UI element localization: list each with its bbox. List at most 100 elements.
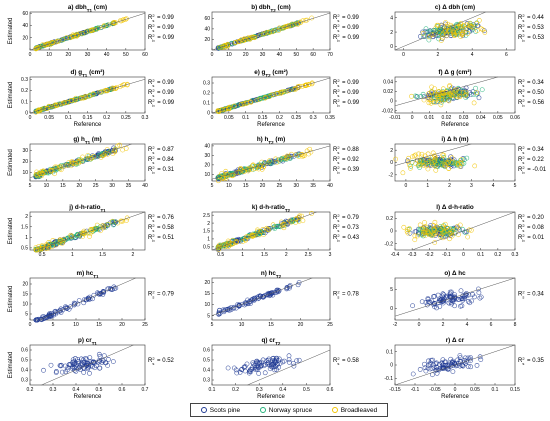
x-tick-label: 2	[448, 183, 451, 189]
plot-frame	[394, 277, 516, 321]
data-point-norway-spruce	[428, 29, 434, 34]
data-point-broadleaved	[37, 171, 43, 176]
data-point-broadleaved	[101, 152, 107, 158]
data-point-broadleaved	[454, 94, 460, 100]
data-point-broadleaved	[250, 232, 255, 238]
data-point-scots-pine	[233, 305, 239, 311]
data-point-broadleaved	[117, 84, 123, 90]
y-tick-label: 1	[25, 235, 28, 241]
data-point-broadleaved	[457, 89, 463, 95]
y-tick-label: 2.5	[203, 213, 210, 219]
data-point-broadleaved	[438, 234, 443, 239]
data-point-broadleaved	[293, 86, 298, 91]
data-point-broadleaved	[294, 20, 300, 26]
data-point-scots-pine	[294, 358, 300, 364]
data-point-broadleaved	[248, 165, 254, 171]
x-tick-label: 2.5	[305, 252, 312, 258]
y-tick-label: 0	[25, 111, 28, 117]
data-point-scots-pine	[72, 361, 77, 367]
data-point-broadleaved	[469, 24, 474, 29]
data-point-broadleaved	[420, 159, 426, 165]
data-point-scots-pine	[65, 365, 71, 370]
data-point-broadleaved	[225, 238, 231, 244]
data-point-broadleaved	[454, 24, 460, 30]
data-point-broadleaved	[56, 38, 61, 44]
data-point-norway-spruce	[260, 95, 265, 101]
x-tick-label: 0.5	[303, 387, 310, 393]
x-tick-label: 0.3	[512, 252, 519, 258]
y-axis-label: Estimated	[8, 352, 14, 379]
data-point-broadleaved	[418, 162, 424, 168]
x-tick-label: 0.1	[477, 252, 484, 258]
r-squared-label: R2 s = 0.79	[333, 213, 360, 223]
data-point-scots-pine	[440, 291, 446, 297]
data-point-broadleaved	[43, 170, 49, 176]
panel-e: e) gT2 (cm²) 0 0.05 0.1 0.15 0.2 0.25 0.3 0.35 0 0…	[203, 69, 360, 128]
data-point-broadleaved	[449, 93, 455, 99]
data-point-broadleaved	[439, 35, 445, 41]
r-squared-label: R2 s = 0.84	[148, 155, 175, 165]
data-point-scots-pine	[477, 354, 483, 360]
data-point-broadleaved	[448, 91, 453, 97]
data-point-scots-pine	[48, 362, 54, 368]
data-point-broadleaved	[240, 239, 246, 244]
data-point-broadleaved	[281, 225, 287, 231]
y-tick-label: 0.04	[383, 80, 393, 86]
x-tick-label: 20	[119, 322, 125, 328]
data-point-scots-pine	[419, 299, 425, 305]
r-squared-label: R2 s = 0.53	[518, 23, 545, 33]
data-point-broadleaved	[50, 238, 56, 243]
r-squared-label: R2 s = 0.99	[333, 88, 360, 98]
data-point-broadleaved	[241, 101, 247, 106]
data-point-broadleaved	[262, 95, 268, 100]
data-point-broadleaved	[101, 24, 106, 29]
x-tick-label: 0	[411, 115, 414, 121]
data-point-broadleaved	[438, 102, 444, 108]
panel-title: e) gT2 (cm²)	[254, 69, 288, 78]
data-point-scots-pine	[452, 292, 457, 298]
y-tick-label: 4	[390, 15, 393, 21]
r-squared-label: R2 s = 0.35	[518, 355, 545, 365]
panel-l: l) Δ d-h-ratio -0.4 -0.3 -0.2 -0.1 0 0.1 0.2 0.3…	[384, 204, 544, 258]
x-tick-label: 25	[327, 322, 333, 328]
data-point-broadleaved	[216, 178, 221, 184]
data-point-broadleaved	[91, 153, 97, 159]
x-tick-label: -0.2	[425, 252, 434, 258]
x-tick-label: 0.3	[310, 115, 317, 121]
x-axis-label: Reference	[441, 122, 469, 128]
r-squared-label: R2 b = 0.99	[333, 98, 360, 108]
data-point-scots-pine	[281, 358, 287, 364]
data-point-scots-pine	[286, 359, 292, 365]
data-point-broadleaved	[451, 33, 457, 38]
reference-line	[412, 211, 516, 251]
data-point-scots-pine	[428, 223, 434, 228]
x-tick-label: 0.6	[119, 387, 126, 393]
data-point-broadleaved	[437, 91, 443, 97]
x-tick-label: 0.03	[459, 115, 469, 121]
data-point-broadleaved	[447, 84, 452, 89]
data-point-scots-pine	[439, 365, 445, 371]
data-point-broadleaved	[100, 225, 106, 231]
r-squared-label: R2 b = 0.51	[148, 233, 175, 243]
x-tick-label: 0.3	[256, 387, 263, 393]
data-point-norway-spruce	[96, 225, 102, 231]
data-point-broadleaved	[433, 167, 439, 173]
reference-line	[39, 277, 136, 321]
x-tick-label: 1	[241, 252, 244, 258]
panel-title: k) d-h-ratioT2	[252, 204, 291, 213]
r-squared-label: R2 s = 0.08	[518, 223, 545, 233]
data-point-broadleaved	[412, 237, 418, 243]
r-squared-label: R2 s = 0.99	[148, 23, 175, 33]
data-point-scots-pine	[52, 309, 58, 314]
reference-line	[394, 11, 486, 51]
y-tick-label: 5	[390, 287, 393, 293]
data-point-broadleaved	[465, 31, 471, 36]
x-tick-label: 0	[454, 387, 457, 393]
data-point-broadleaved	[69, 98, 75, 103]
r-squared-label: R2 s = 0.76	[148, 213, 175, 223]
x-tick-label: 2	[285, 252, 288, 258]
data-point-scots-pine	[260, 357, 266, 363]
r-squared-label: R2 s = 0.99	[333, 23, 360, 33]
data-point-broadleaved	[222, 241, 228, 247]
